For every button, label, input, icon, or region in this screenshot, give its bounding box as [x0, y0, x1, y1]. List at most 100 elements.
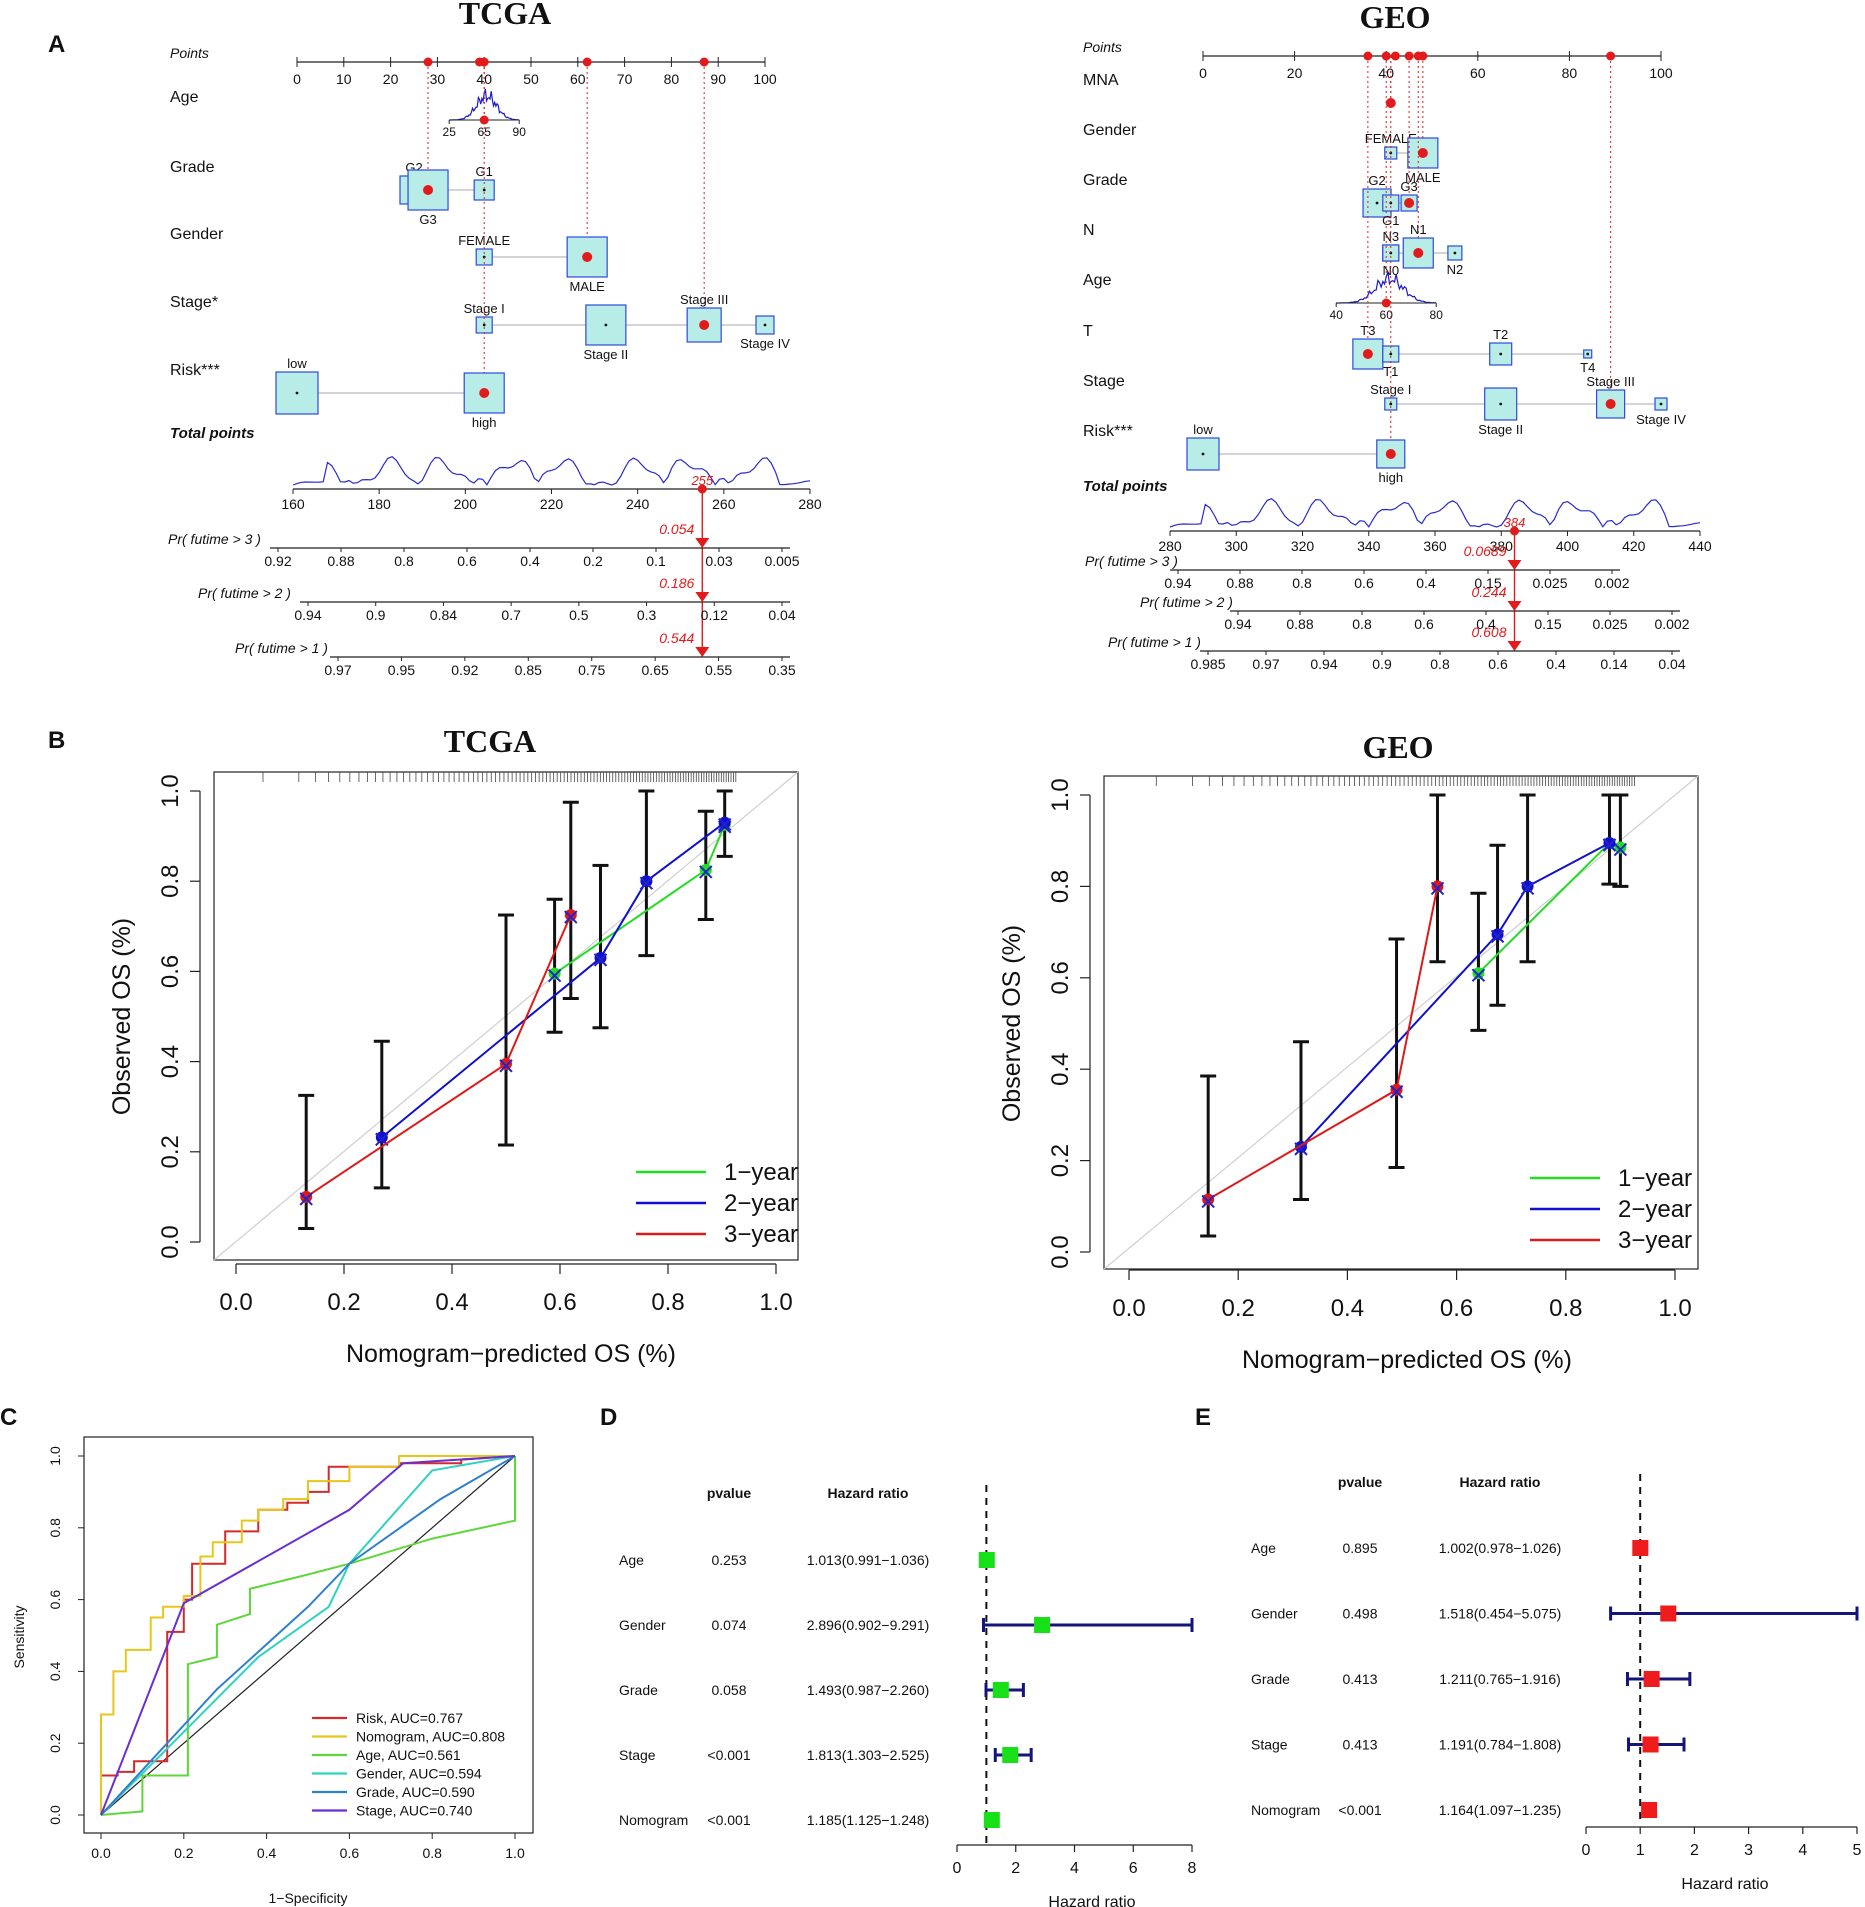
- legend-label: 1−year: [724, 1159, 798, 1186]
- row-hazard-ratio: 2.896(0.902−9.291): [807, 1617, 930, 1633]
- variable-label: Age: [170, 89, 199, 106]
- panel-b-calibration: TCGA 0.0 0.2 0.4 0.6 0.8 1.0 0.0 0.2 0.4 0.6 0.8 1.0…: [108, 723, 1699, 1374]
- probability-value: 0.186: [659, 575, 694, 591]
- row-hazard-ratio: 1.211(0.765−1.916): [1439, 1671, 1561, 1687]
- probability-tick-label: 0.8: [394, 553, 414, 569]
- probability-tick-label: 0.14: [1600, 656, 1627, 672]
- row-hazard-ratio: 1.013(0.991−1.036): [807, 1552, 930, 1568]
- variable-label: Risk***: [170, 362, 220, 379]
- probability-tick-label: 0.88: [1226, 575, 1253, 591]
- calibration-title: TCGA: [444, 723, 536, 759]
- probability-tick-label: 0.97: [324, 662, 351, 678]
- legend-label: 3−year: [1618, 1227, 1692, 1254]
- probability-axis-label: Pr( futime > 3 ): [1085, 553, 1178, 569]
- calibration-point: [594, 951, 607, 964]
- probability-tick-label: 0.4: [520, 553, 540, 569]
- row-pvalue: 0.413: [1342, 1671, 1377, 1687]
- probability-tick-label: 0.6: [1488, 656, 1508, 672]
- y-tick-label: 0.4: [47, 1661, 63, 1681]
- calibration-line: [1300, 842, 1610, 1148]
- predicted-cross: [639, 876, 654, 890]
- probability-tick-label: 0.4: [1416, 575, 1436, 591]
- variable-label: N: [1083, 222, 1095, 239]
- total-tick-label: 280: [1158, 538, 1182, 554]
- roc-legend-label: Nomogram, AUC=0.808: [356, 1729, 505, 1745]
- row-pvalue: 0.413: [1342, 1737, 1377, 1753]
- hazard-ratio-marker: [1002, 1747, 1019, 1763]
- predicted-cross: [1471, 968, 1486, 982]
- y-tick-label: 0.0: [157, 1225, 184, 1258]
- row-hazard-ratio: 1.164(1.097−1.235): [1439, 1802, 1562, 1818]
- selected-level-marker: [1605, 399, 1616, 409]
- probability-arrow: [695, 647, 710, 657]
- row-label: Age: [619, 1552, 644, 1568]
- row-label: Stage: [619, 1747, 656, 1763]
- y-tick-label: 0.8: [47, 1518, 63, 1538]
- level-center-dot: [1375, 201, 1379, 205]
- level-label: G3: [1400, 179, 1417, 194]
- hazard-ratio-marker: [978, 1552, 995, 1568]
- calibration-point: [1521, 880, 1534, 893]
- total-tick-label: 320: [1291, 538, 1315, 554]
- probability-arrow: [695, 538, 710, 548]
- ideal-diagonal: [1103, 775, 1699, 1270]
- probability-axis-label: Pr( futime > 2 ): [198, 585, 291, 601]
- points-tick-label: 90: [710, 71, 726, 87]
- probability-axis-label: Pr( futime > 1 ): [235, 640, 328, 656]
- calibration-line: [1207, 886, 1439, 1201]
- hazard-ratio-marker: [1642, 1736, 1659, 1753]
- level-label: T2: [1493, 327, 1508, 342]
- x-tick-label: 0: [953, 1860, 962, 1877]
- y-tick-label: 0.4: [1047, 1053, 1074, 1086]
- row-hazard-ratio: 1.191(0.784−1.808): [1439, 1737, 1562, 1753]
- probability-tick-label: 0.025: [1592, 616, 1627, 632]
- variable-label: Grade: [1083, 172, 1128, 189]
- level-label: G2: [1368, 173, 1385, 188]
- roc-diagonal: [100, 1455, 516, 1816]
- level-center-dot: [763, 323, 767, 327]
- probability-arrow: [1507, 560, 1522, 570]
- probability-tick-label: 0.04: [768, 607, 795, 623]
- x-tick-label: 0.8: [422, 1845, 442, 1861]
- total-tick-label: 180: [367, 496, 391, 512]
- panel-label-e: E: [1195, 1404, 1211, 1431]
- selected-level-marker: [699, 320, 710, 330]
- x-tick-label: 1.0: [1658, 1295, 1691, 1322]
- plot-frame: [213, 771, 799, 1261]
- total-tick-label: 200: [454, 496, 478, 512]
- probability-axis-label: Pr( futime > 3 ): [168, 531, 261, 547]
- x-tick-label: 5: [1853, 1842, 1862, 1859]
- probability-tick-label: 0.3: [637, 607, 657, 623]
- x-tick-label: 4: [1070, 1860, 1079, 1877]
- variable-label: T: [1083, 323, 1093, 340]
- probability-tick-label: 0.985: [1190, 656, 1225, 672]
- predicted-cross: [593, 953, 608, 967]
- y-tick-label: 1.0: [1047, 778, 1074, 811]
- probability-tick-label: 0.95: [388, 662, 415, 678]
- y-tick-label: 1.0: [157, 774, 184, 807]
- total-tick-label: 340: [1357, 538, 1381, 554]
- hazard-ratio-marker: [1641, 1802, 1658, 1818]
- probability-tick-label: 0.6: [457, 553, 477, 569]
- points-tick-label: 20: [1287, 65, 1303, 81]
- probability-tick-label: 0.025: [1532, 575, 1567, 591]
- probability-tick-label: 0.55: [705, 662, 732, 678]
- x-tick-label: 3: [1744, 1842, 1753, 1859]
- calibration-point: [1614, 841, 1627, 854]
- probability-tick-label: 0.6: [1414, 616, 1434, 632]
- points-tick-label: 80: [1562, 65, 1578, 81]
- calibration-point: [1472, 967, 1485, 980]
- hazard-ratio-header: Hazard ratio: [828, 1485, 909, 1501]
- x-tick-label: 0: [1582, 1842, 1591, 1859]
- probability-value: 0.544: [659, 630, 694, 646]
- total-tick-label: 240: [626, 496, 650, 512]
- x-tick-label: 1.0: [505, 1845, 525, 1861]
- level-label: Stage III: [1586, 374, 1634, 389]
- selected-level-marker: [479, 388, 490, 398]
- level-label: MALE: [1405, 170, 1441, 185]
- row-label: Grade: [619, 1682, 658, 1698]
- probability-tick-label: 0.5: [569, 607, 589, 623]
- selected-level-marker: [1404, 198, 1415, 208]
- probability-tick-label: 0.97: [1252, 656, 1279, 672]
- level-label: G1: [476, 164, 493, 179]
